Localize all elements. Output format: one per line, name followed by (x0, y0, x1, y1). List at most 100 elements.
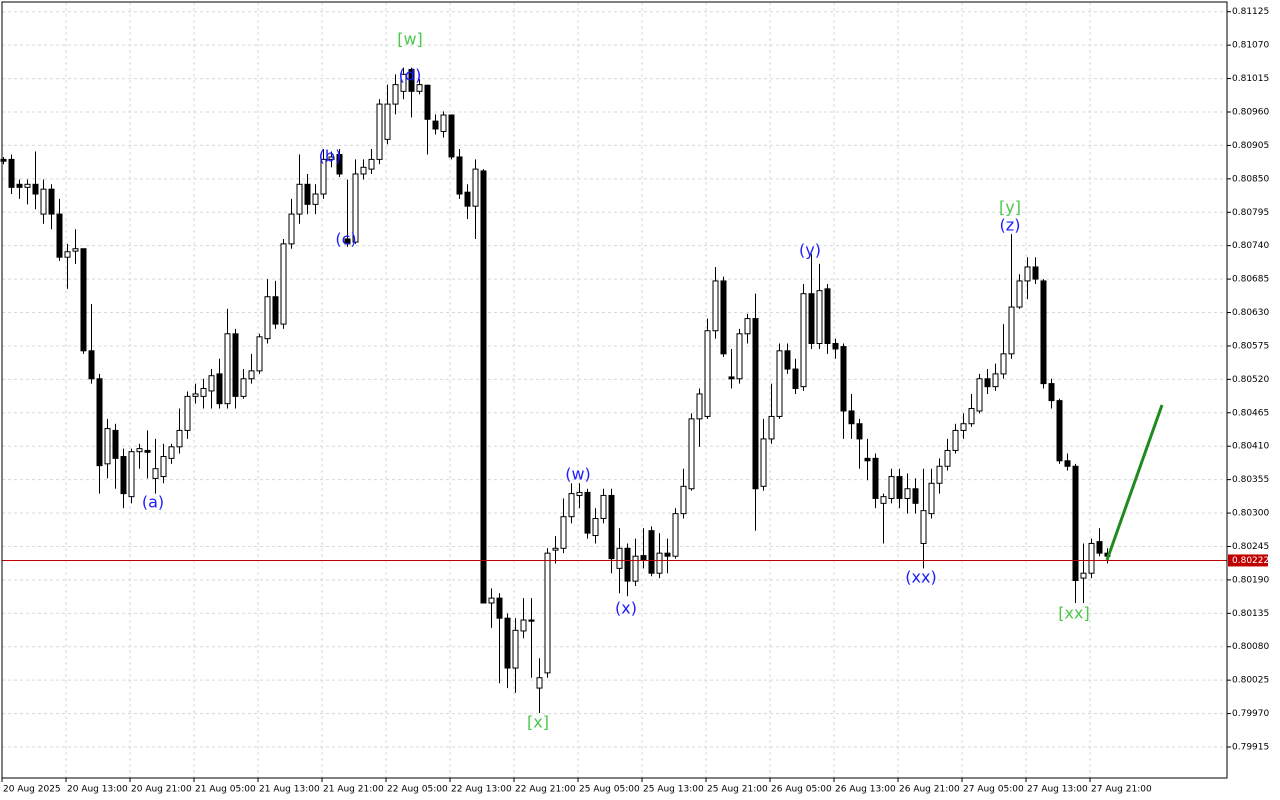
candle-body (304, 183, 311, 205)
x-tick-label: 20 Aug 2025 (3, 785, 61, 795)
candle-body (792, 368, 799, 389)
candle-body (640, 555, 647, 561)
axes: 0.81125 0.81070 0.81015 0.80960 0.80905 0.808… (1, 7, 1269, 795)
y-tick-label: 0.80080 (1232, 642, 1269, 652)
candle-body (920, 510, 927, 544)
candle-body (912, 488, 919, 504)
candle-body (672, 513, 679, 557)
projection-arrow (1105, 404, 1164, 561)
candle-body (256, 336, 263, 372)
candle-body (552, 547, 559, 551)
wave-label: (a) (142, 493, 164, 512)
candle-body (568, 493, 575, 518)
candle-body (560, 516, 567, 549)
candle-body (584, 491, 591, 534)
candle-body (848, 410, 855, 425)
candle-body (200, 387, 207, 397)
wave-label: (x) (615, 599, 637, 618)
candle-body (376, 103, 383, 160)
y-tick-label: 0.80025 (1232, 676, 1269, 686)
candle-body (624, 547, 631, 582)
y-tick-label: 0.80135 (1232, 609, 1269, 619)
candle-body (1088, 542, 1095, 574)
candle-body (872, 457, 879, 499)
candle-body (408, 68, 415, 92)
candle-body (488, 597, 495, 604)
candle-body (832, 343, 839, 350)
candle-body (728, 376, 735, 380)
candle-body (320, 158, 327, 195)
candle-body (8, 158, 15, 188)
candle-body (136, 448, 143, 453)
candle-body (888, 476, 895, 499)
current-price-label: 0.80222 (1232, 556, 1269, 566)
candle-body (16, 183, 23, 188)
candle-body (776, 350, 783, 417)
y-tick-label: 0.80960 (1232, 107, 1269, 117)
candle-body (216, 373, 223, 405)
candle-body (448, 114, 455, 158)
candle-body (72, 248, 79, 252)
y-tick-label: 0.80300 (1232, 509, 1269, 519)
candle-body (936, 465, 943, 484)
grid (2, 2, 1227, 778)
candle-body (280, 243, 287, 325)
wave-label: [w] (397, 30, 423, 49)
wave-label: [y] (999, 198, 1021, 217)
candle-body (744, 318, 751, 335)
candle-body (496, 597, 503, 619)
candle-body (800, 293, 807, 388)
current-price-box (1228, 554, 1268, 567)
y-tick-label: 0.80850 (1232, 174, 1269, 184)
candle-body (1096, 541, 1103, 554)
candle-body (1072, 465, 1079, 582)
candle-body (224, 333, 231, 405)
x-tick-label: 25 Aug 05:00 (579, 785, 640, 795)
candle-body (968, 408, 975, 425)
candle-body (96, 378, 103, 467)
y-tick-label: 0.80685 (1232, 275, 1269, 285)
candle-body (1032, 266, 1039, 280)
candle-body (600, 494, 607, 520)
x-tick-label: 25 Aug 21:00 (707, 785, 768, 795)
candle-body (0, 158, 7, 162)
candle-body (784, 350, 791, 370)
candle-body (288, 213, 295, 245)
candle-body (520, 619, 527, 632)
candle-body (440, 114, 447, 132)
wave-label: (xx) (905, 568, 936, 587)
candle-body (464, 191, 471, 207)
candle-body (1016, 280, 1023, 308)
y-tick-label: 0.80355 (1232, 475, 1269, 485)
plot-frame (1, 1, 1228, 779)
wave-label: [xx] (1058, 604, 1089, 623)
y-tick-label: 0.80740 (1232, 241, 1269, 251)
candle-body (856, 423, 863, 440)
wave-label: (y) (799, 241, 821, 260)
wave-label: (d) (399, 66, 422, 85)
x-tick-label: 20 Aug 13:00 (67, 785, 128, 795)
candle-body (32, 183, 39, 195)
y-tick-label: 0.80520 (1232, 375, 1269, 385)
candle-body (760, 438, 767, 487)
candle-body (1064, 460, 1071, 467)
candle-body (112, 429, 119, 459)
y-tick-label: 0.80630 (1232, 308, 1269, 318)
candle-body (400, 73, 407, 92)
candle-body (248, 370, 255, 380)
candle-body (272, 296, 279, 325)
candle-body (192, 393, 199, 397)
candle-body (64, 251, 71, 258)
candle-body (576, 491, 583, 496)
candle-body (208, 375, 215, 392)
candle-body (656, 552, 663, 574)
candle-body (1008, 306, 1015, 355)
x-tick-label: 22 Aug 05:00 (387, 785, 448, 795)
candle-body (56, 213, 63, 258)
candle-body (816, 290, 823, 345)
candle-body (1048, 383, 1055, 402)
candle-body (608, 494, 615, 560)
wave-label: (c) (335, 230, 356, 249)
candle-body (664, 552, 671, 557)
